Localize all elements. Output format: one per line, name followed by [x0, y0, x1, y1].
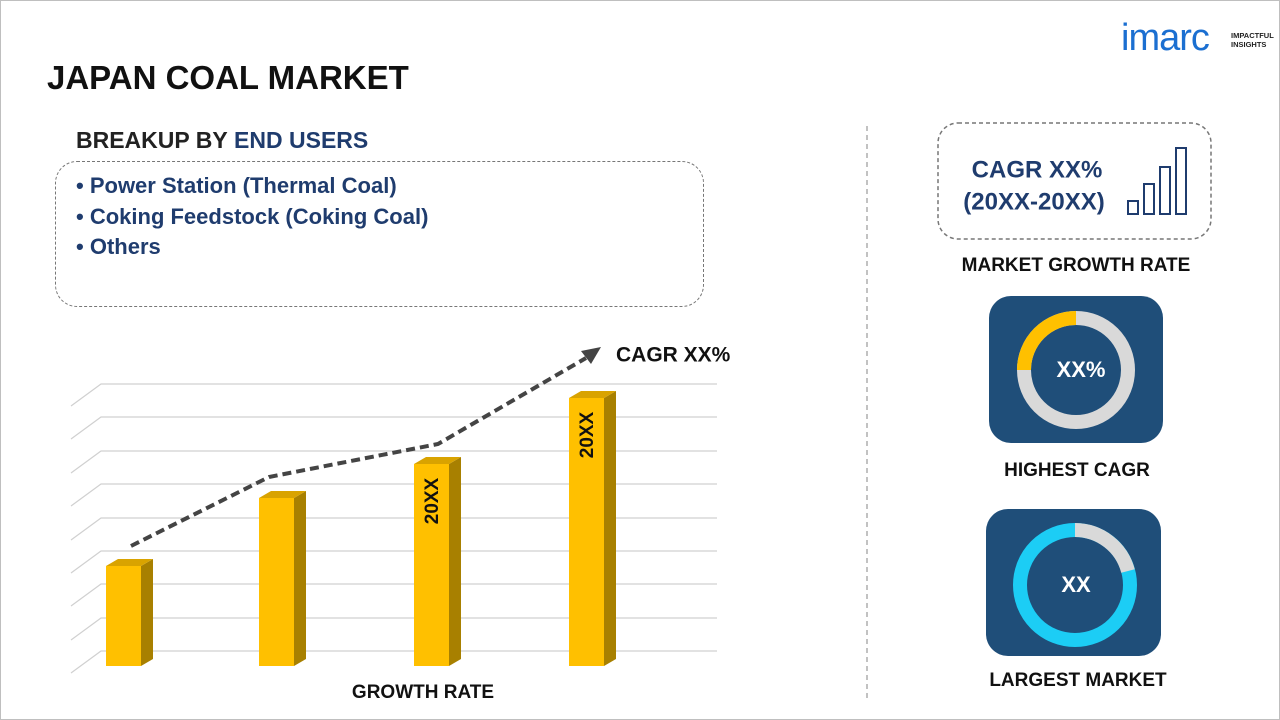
- breakup-list: Power Station (Thermal Coal) Coking Feed…: [76, 173, 429, 265]
- logo-tagline: IMPACTFUL INSIGHTS: [1231, 31, 1274, 49]
- grid: [70, 383, 717, 674]
- chart-axis-label: GROWTH RATE: [352, 682, 494, 703]
- bars: [106, 391, 616, 666]
- panel-cagr: CAGR XX%: [972, 156, 1103, 183]
- breakup-item: Coking Feedstock (Coking Coal): [76, 204, 429, 235]
- trend-arrow: [581, 347, 601, 364]
- growth-icon: [1127, 147, 1187, 215]
- highest-value: XX%: [1057, 357, 1106, 382]
- breakup-highlight: END USERS: [234, 127, 369, 153]
- largest-label: LARGEST MARKET: [989, 670, 1167, 691]
- bar-label: 20XX: [422, 477, 443, 524]
- title: JAPAN COAL MARKET: [47, 59, 409, 96]
- breakup-label: BREAKUP BY: [76, 127, 228, 153]
- breakup-item: Others: [76, 234, 428, 265]
- highest-label: HIGHEST CAGR: [1004, 460, 1150, 481]
- breakup-heading: BREAKUP BY END USERS: [76, 127, 368, 154]
- cagr-box: [937, 122, 1212, 240]
- donut-arc: [1074, 523, 1135, 574]
- logo: imarc: [1121, 17, 1210, 59]
- trend-line: [130, 356, 588, 548]
- donut-arc: [1017, 311, 1077, 371]
- chart-cagr: CAGR XX%: [616, 344, 731, 367]
- panel-period: (20XX-20XX): [963, 188, 1104, 215]
- largest-value: XX: [1061, 572, 1091, 597]
- breakup-box: [55, 161, 704, 307]
- bar-label: 20XX: [577, 411, 598, 458]
- breakup-item: Power Station (Thermal Coal): [76, 173, 428, 204]
- growth-label: MARKET GROWTH RATE: [962, 255, 1191, 276]
